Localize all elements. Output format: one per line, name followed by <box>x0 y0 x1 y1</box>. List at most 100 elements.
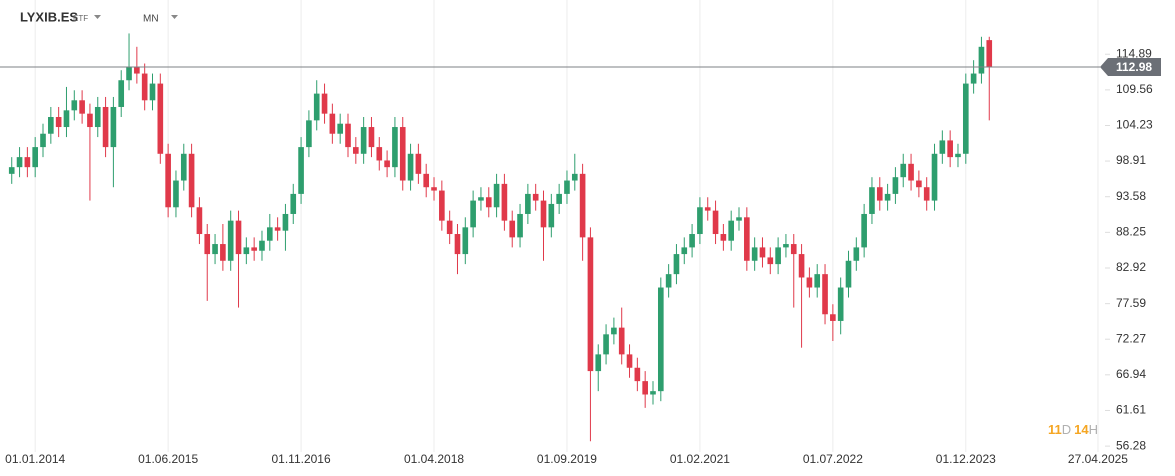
candle-body <box>462 227 469 255</box>
candle-body <box>665 274 672 288</box>
candle-body <box>587 237 594 372</box>
x-tick-label: 01.06.2015 <box>138 452 198 466</box>
candle-body <box>282 213 289 231</box>
candle-body <box>939 140 946 154</box>
y-tick-label: 98.91 <box>1116 153 1146 167</box>
candle-body <box>345 123 351 148</box>
candle-body <box>673 254 680 275</box>
candle-body <box>353 147 359 154</box>
y-tick-label: 77.59 <box>1116 296 1146 310</box>
candle-body <box>63 110 70 128</box>
candle-body <box>407 153 414 181</box>
candle-body <box>118 80 125 107</box>
candle-body <box>501 183 508 221</box>
candle-body <box>423 173 430 188</box>
candle-body <box>595 354 602 372</box>
candle-body <box>384 160 390 168</box>
candle-body <box>306 120 312 148</box>
candle-body <box>525 193 531 214</box>
y-tick-label: 114.89 <box>1116 46 1152 60</box>
candle-body <box>55 117 62 128</box>
countdown-days: 11 <box>1048 422 1062 437</box>
candle-body <box>579 173 586 238</box>
axes: 01.01.2014 01.06.2015 01.11.2016 01.04.2018… <box>0 46 1161 466</box>
candle-body <box>368 127 375 148</box>
candle-body <box>689 234 695 248</box>
candle-body <box>618 327 625 355</box>
symbol[interactable]: LYXIB.ES <box>20 9 78 24</box>
grid <box>34 0 1099 452</box>
candle-body <box>102 106 109 148</box>
countdown: 11D 14H <box>1048 422 1098 437</box>
candle-body <box>751 247 758 261</box>
candle-body <box>923 187 930 201</box>
candle-body <box>837 287 844 321</box>
candle-body <box>235 220 242 255</box>
candle-body <box>955 153 961 158</box>
candle-body <box>611 327 617 335</box>
candle-body <box>360 127 367 154</box>
x-tick-label: 01.12.2023 <box>936 452 996 466</box>
last-price-badge <box>1100 57 1161 76</box>
candle-body <box>736 217 742 221</box>
y-tick-label: 104.23 <box>1116 118 1153 132</box>
candle-body <box>822 274 828 315</box>
candle-body <box>571 173 578 181</box>
interval[interactable]: MN <box>143 14 159 25</box>
candle-body <box>399 127 406 181</box>
candle-body <box>79 100 85 114</box>
countdown-hours: 14 <box>1074 422 1089 437</box>
candle-body <box>134 66 140 74</box>
candle-body <box>869 187 875 214</box>
candle-body <box>149 83 156 101</box>
countdown-h: H <box>1089 422 1098 437</box>
candle-body <box>188 153 195 208</box>
y-tick-label: 56.28 <box>1116 438 1146 452</box>
candle-body <box>642 381 648 395</box>
candle-body <box>16 157 23 168</box>
candle-body <box>454 234 461 255</box>
candle-body <box>259 240 265 251</box>
candle-body <box>744 217 750 261</box>
candle-body <box>313 93 320 121</box>
candle-body <box>431 187 437 191</box>
asset-class: ETF <box>73 14 88 23</box>
candle-body <box>517 213 523 238</box>
candle-body <box>204 234 211 255</box>
candle-body <box>876 187 883 201</box>
candle-body <box>227 220 234 261</box>
y-tick-label: 61.61 <box>1116 403 1146 417</box>
candle-body <box>415 153 422 174</box>
candle-body <box>759 247 766 258</box>
candle-body <box>916 180 922 188</box>
candle-body <box>900 163 907 178</box>
candle-body <box>775 247 781 265</box>
candle-body <box>243 247 250 255</box>
candle-body <box>478 197 484 201</box>
x-tick-label: 01.01.2014 <box>5 452 65 466</box>
candle-body <box>32 147 39 168</box>
candle-body <box>814 274 821 288</box>
y-tick-label: 82.92 <box>1116 260 1146 274</box>
candle-body <box>892 177 899 194</box>
y-tick-label: 88.25 <box>1116 225 1146 239</box>
candle-body <box>962 83 969 154</box>
candle-body <box>110 106 117 148</box>
y-tick-label: 109.56 <box>1116 82 1153 96</box>
candle-body <box>712 210 719 235</box>
candle-body <box>634 367 641 382</box>
candle-body <box>704 207 711 211</box>
candles <box>8 33 993 442</box>
candle-body <box>87 113 93 128</box>
candle-body <box>321 93 328 114</box>
candle-body <box>986 40 993 67</box>
x-tick-label: 01.02.2021 <box>670 452 730 466</box>
interval-dropdown-arrow[interactable] <box>171 15 178 19</box>
candle-body <box>556 193 562 204</box>
symbol-dropdown-arrow[interactable] <box>94 15 101 19</box>
candle-body <box>970 73 977 84</box>
header: LYXIB.ES ETF MN <box>20 9 178 25</box>
candle-body <box>830 314 836 321</box>
y-tick-label: 93.58 <box>1116 189 1146 203</box>
candle-body <box>329 113 336 134</box>
